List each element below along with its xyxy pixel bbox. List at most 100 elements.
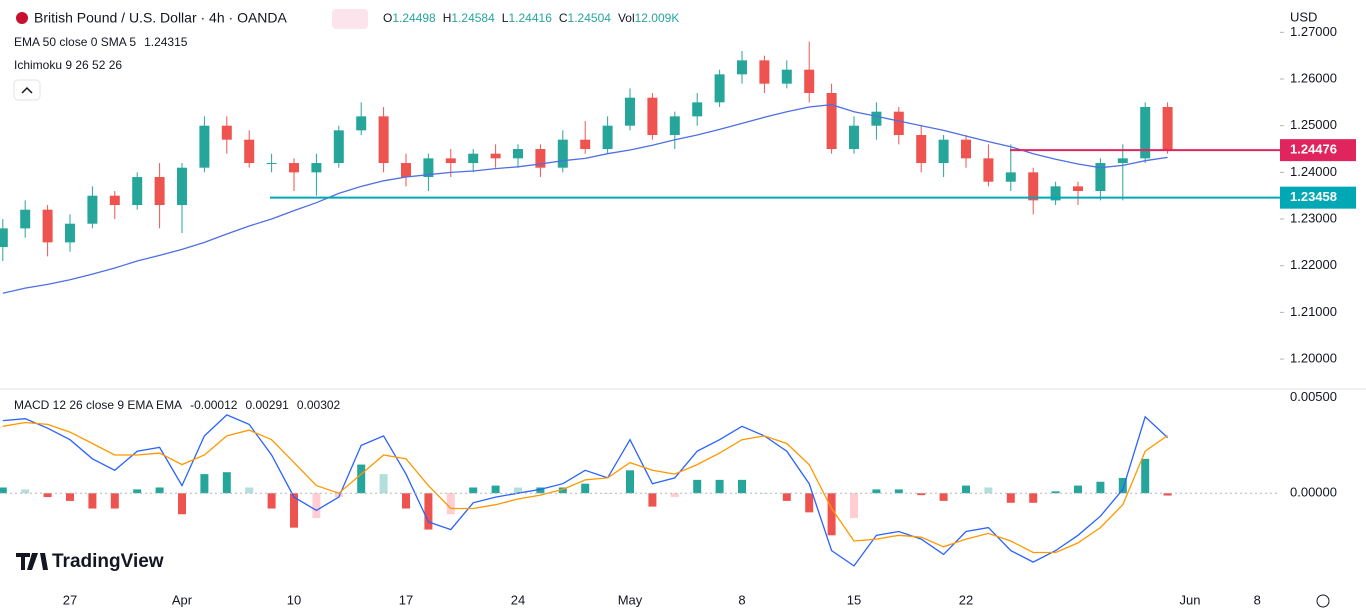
candle-body: [1117, 158, 1128, 164]
macd-tick-label: 0.00000: [1290, 485, 1337, 500]
candle-body: [759, 60, 770, 84]
histogram-bar: [872, 489, 881, 494]
histogram-bar: [290, 493, 298, 528]
macd-last: -0.00012: [190, 398, 238, 412]
x-tick-label: 10: [287, 592, 301, 607]
histogram-bar: [200, 474, 209, 494]
histogram-bar: [827, 493, 836, 536]
y-tick-label: 1.27000: [1290, 24, 1337, 39]
currency[interactable]: USD: [1290, 9, 1317, 24]
candle-body: [132, 177, 143, 206]
histogram-bar: [1118, 477, 1127, 494]
histogram-bar: [1006, 493, 1015, 503]
alert-badge[interactable]: [332, 9, 368, 29]
histogram-bar: [1141, 458, 1150, 494]
ema-last: 1.24315: [144, 35, 188, 49]
candle-body: [1028, 172, 1039, 201]
macd-legend: MACD 12 26 close 9 EMA EMA: [14, 398, 182, 412]
candle-body: [737, 60, 747, 75]
brand: TradingView: [52, 551, 164, 572]
ohlc-value: 1.24584: [451, 11, 495, 25]
candle-body: [1140, 107, 1151, 159]
histogram-bar: [267, 493, 276, 509]
x-tick-label: 24: [511, 592, 525, 607]
histogram-bar: [782, 493, 791, 501]
x-tick-label: 15: [847, 592, 861, 607]
y-tick-label: 1.23000: [1290, 210, 1337, 225]
histogram-bar: [334, 493, 343, 498]
candle-body: [1050, 186, 1061, 201]
histogram-bar: [626, 470, 634, 494]
settings-icon[interactable]: [1316, 594, 1330, 608]
candle-body: [199, 125, 210, 168]
histogram-bar: [446, 493, 455, 515]
price-label: 1.23458: [1290, 189, 1337, 204]
collapse-button[interactable]: [13, 79, 41, 101]
candle-body: [244, 139, 255, 164]
histogram-bar: [917, 493, 926, 496]
y-tick-label: 1.22000: [1290, 257, 1337, 272]
candle-body: [513, 149, 523, 159]
histogram-bar: [693, 479, 702, 494]
candle-body: [669, 116, 680, 136]
histogram-bar: [715, 479, 724, 494]
histogram-bar: [1096, 481, 1105, 494]
ichimoku-legend: Ichimoku 9 26 52 26: [14, 58, 122, 72]
ohlc-item: Vol12.009K: [618, 11, 679, 25]
price-label-box: [1280, 139, 1356, 162]
x-tick-label: Apr: [172, 592, 193, 607]
x-tick-label: 27: [63, 592, 77, 607]
candle-body: [804, 69, 815, 94]
histogram-bar: [21, 489, 30, 494]
histogram-bar: [805, 493, 814, 513]
candle-body: [781, 69, 792, 84]
macd-line: [2, 414, 1169, 567]
candle-body: [109, 195, 120, 206]
candle-body: [468, 153, 479, 164]
candle-body: [983, 158, 994, 182]
ema-line: [2, 104, 1168, 294]
candle-body: [177, 167, 187, 206]
candle-body: [333, 130, 344, 164]
histogram-bar: [0, 487, 7, 494]
candle-body: [602, 125, 613, 150]
histogram-bar: [178, 493, 186, 515]
histogram-bar: [312, 493, 321, 519]
collapse-icon: [21, 86, 33, 94]
histogram-bar: [88, 493, 97, 509]
ohlc-value: 1.24498: [392, 11, 436, 25]
histogram-bar: [222, 472, 231, 494]
candle-body: [1073, 186, 1083, 192]
candle-body: [20, 209, 31, 229]
candle-body: [893, 111, 904, 136]
price-label-box: [1280, 186, 1356, 209]
histogram-bar: [491, 485, 500, 494]
candle-body: [647, 97, 658, 136]
ohlc-label: L: [502, 11, 509, 25]
candle-body: [961, 139, 971, 159]
ohlc-value: 1.24504: [568, 11, 612, 25]
candle-body: [311, 163, 322, 173]
histogram-bar: [1163, 493, 1172, 496]
y-tick-label: 1.26000: [1290, 70, 1337, 85]
x-tick-label: Jun: [1180, 592, 1201, 607]
x-tick-label: 17: [399, 592, 413, 607]
candle-body: [65, 223, 75, 243]
symbol-flag: [16, 12, 28, 24]
candle-body: [871, 111, 882, 126]
candle-body: [87, 195, 98, 224]
histogram-bar: [536, 487, 545, 494]
ohlc-item: O1.24498: [383, 11, 436, 25]
candle-body: [0, 228, 8, 248]
histogram-bar: [1074, 485, 1082, 494]
histogram-bar: [43, 493, 52, 498]
histogram-bar: [402, 493, 410, 509]
candle-body: [1162, 107, 1173, 151]
ohlc-item: H1.24584: [443, 11, 495, 25]
candle-body: [356, 116, 367, 131]
candle-body: [154, 177, 165, 206]
histogram-bar: [760, 493, 769, 494]
histogram-bar: [962, 485, 970, 494]
